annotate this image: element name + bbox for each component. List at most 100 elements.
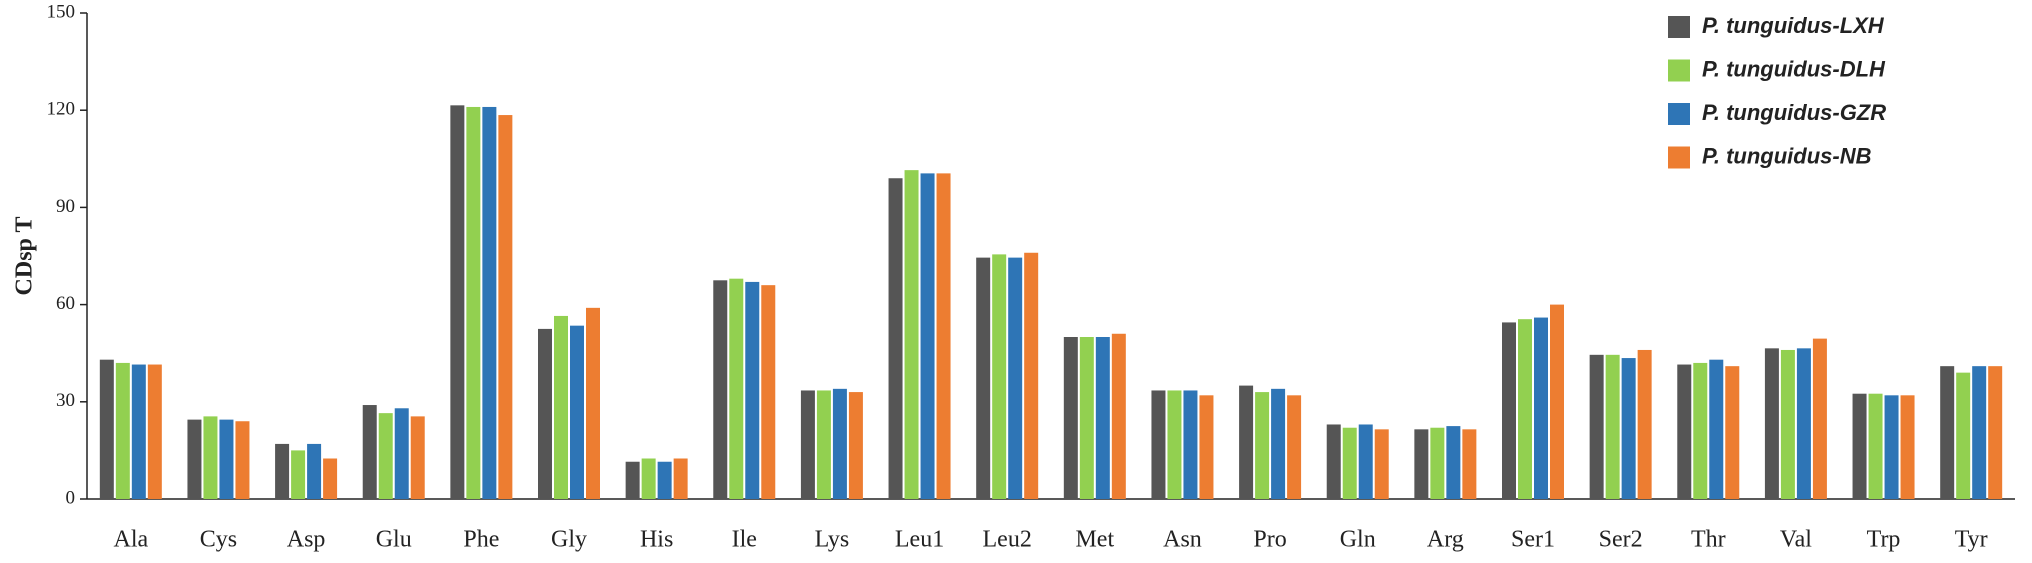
x-tick-label: Lys — [815, 527, 850, 553]
bar — [1024, 252, 1039, 499]
legend-label: P. tunguidus-GZR — [1702, 100, 1886, 125]
bar — [1940, 366, 1955, 499]
bar — [147, 364, 162, 499]
bar — [1693, 362, 1708, 499]
bar — [1414, 429, 1429, 499]
x-tick-label: Thr — [1691, 527, 1726, 553]
bar — [1358, 424, 1373, 499]
x-tick-label: Trp — [1867, 527, 1901, 553]
x-tick-label: Leu2 — [983, 527, 1032, 553]
bar — [466, 106, 481, 500]
bar — [992, 254, 1007, 499]
x-tick-label: Tyr — [1955, 527, 1988, 553]
bar — [1462, 429, 1477, 499]
y-tick-label: 0 — [66, 487, 76, 508]
x-tick-label: Ala — [113, 527, 148, 553]
bar — [1812, 338, 1827, 499]
bar — [307, 443, 322, 499]
x-tick-label: Cys — [200, 527, 237, 553]
bar — [570, 325, 584, 499]
bar — [888, 178, 903, 500]
bar — [673, 458, 688, 499]
bar — [1852, 393, 1867, 499]
bar — [1095, 337, 1110, 499]
x-tick-label: Ser1 — [1511, 527, 1555, 553]
bar — [187, 419, 202, 499]
y-tick-label: 60 — [56, 293, 75, 314]
bar — [761, 285, 776, 499]
bar — [362, 405, 377, 499]
bar — [1326, 424, 1341, 499]
legend-swatch — [1668, 16, 1690, 38]
legend-label: P. tunguidus-NB — [1702, 143, 1872, 168]
bar — [1605, 354, 1620, 499]
bar — [1534, 317, 1548, 499]
bar — [394, 408, 409, 499]
bar — [1151, 390, 1166, 499]
bar — [1199, 395, 1214, 499]
bar — [1446, 426, 1461, 499]
bar — [848, 392, 863, 499]
bar — [816, 390, 831, 499]
x-tick-label: Arg — [1427, 527, 1464, 553]
bar — [729, 278, 744, 499]
bar — [920, 173, 935, 499]
x-tick-label: Asp — [287, 527, 326, 553]
bar — [450, 105, 465, 499]
bar — [1239, 385, 1254, 499]
bar — [1589, 354, 1604, 499]
bar — [291, 450, 306, 499]
bar — [904, 170, 919, 499]
bar — [625, 461, 640, 499]
x-tick-label: Gln — [1340, 527, 1376, 553]
bar — [498, 115, 513, 499]
bar — [1956, 372, 1971, 499]
y-tick-label: 150 — [47, 1, 76, 22]
legend-label: P. tunguidus-DLH — [1702, 56, 1886, 81]
bar — [1550, 304, 1564, 499]
bar — [936, 173, 951, 499]
bar — [1167, 390, 1182, 499]
legend-swatch — [1668, 103, 1690, 125]
bar — [1183, 390, 1198, 499]
bar — [1255, 392, 1270, 499]
bar — [832, 388, 847, 499]
bar — [586, 307, 600, 499]
bar — [1518, 319, 1532, 499]
bar — [1725, 366, 1740, 499]
x-tick-label: Ser2 — [1599, 527, 1643, 553]
legend-swatch — [1668, 59, 1690, 82]
bar — [482, 106, 497, 500]
bar — [115, 362, 130, 499]
bar — [1008, 257, 1023, 499]
x-tick-label: Phe — [463, 527, 499, 553]
bar — [1637, 349, 1652, 499]
bar — [323, 458, 338, 499]
bar — [1079, 337, 1094, 499]
x-tick-label: Leu1 — [895, 527, 944, 553]
bar — [745, 281, 760, 499]
x-tick-label: Val — [1780, 527, 1812, 553]
x-tick-label: Ile — [732, 527, 757, 553]
bar — [235, 421, 250, 499]
bar — [554, 315, 568, 499]
bar — [203, 416, 218, 499]
bar — [1111, 333, 1126, 499]
bar — [1677, 364, 1692, 499]
bar — [378, 413, 393, 499]
legend-swatch — [1668, 146, 1690, 169]
x-tick-label: Met — [1075, 527, 1114, 553]
bar — [1972, 366, 1987, 499]
x-tick-label: Glu — [376, 527, 412, 553]
y-axis-label: CDsp T — [12, 217, 38, 296]
bar — [1780, 349, 1795, 499]
x-tick-label: His — [640, 527, 673, 553]
bar — [1709, 359, 1724, 499]
bar — [99, 359, 114, 499]
bar — [1502, 322, 1516, 499]
bar — [1342, 427, 1357, 499]
bar — [800, 390, 815, 499]
bar — [1287, 395, 1302, 499]
bar — [1621, 358, 1636, 499]
